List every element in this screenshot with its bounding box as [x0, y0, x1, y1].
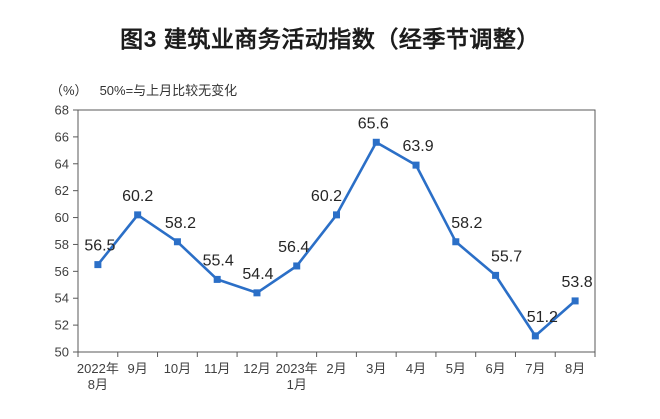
x-tick-label: 9月: [128, 361, 148, 376]
x-tick-label: 8月: [565, 361, 585, 376]
data-point-marker: [134, 211, 142, 219]
x-tick-label: 2月: [326, 361, 346, 376]
data-point-marker: [173, 238, 181, 246]
x-tick-label-line2: 1月: [287, 377, 307, 392]
data-label: 51.2: [527, 309, 558, 326]
x-tick-label-line2: 8月: [88, 377, 108, 392]
data-point-marker: [531, 332, 539, 340]
data-point-marker: [253, 289, 261, 297]
data-point-marker: [412, 161, 420, 169]
x-tick-label: 5月: [446, 361, 466, 376]
x-tick-label: 6月: [485, 361, 505, 376]
x-tick-label: 7月: [525, 361, 545, 376]
chart-note: 50%=与上月比较无变化: [99, 83, 238, 98]
y-tick-label: 54: [55, 291, 69, 306]
x-tick-label: 4月: [406, 361, 426, 376]
x-tick-label: 10月: [164, 361, 191, 376]
chart-note-row: （%） 50%=与上月比较无变化: [50, 80, 237, 99]
y-tick-label: 58: [55, 237, 69, 252]
x-tick-label: 2023年: [276, 361, 318, 376]
data-point-marker: [492, 271, 500, 279]
data-point-marker: [333, 211, 340, 219]
data-label: 58.2: [165, 215, 196, 232]
y-tick-label: 68: [55, 103, 69, 118]
data-label: 65.6: [358, 115, 389, 132]
data-point-marker: [372, 138, 380, 146]
y-axis-unit-label: （%）: [50, 83, 88, 98]
data-label: 54.4: [242, 266, 273, 283]
data-label: 56.4: [278, 239, 309, 256]
x-tick-label: 3月: [366, 361, 386, 376]
y-tick-label: 66: [55, 129, 69, 144]
data-label: 56.5: [84, 238, 115, 255]
data-label: 60.2: [122, 188, 153, 205]
data-label: 60.2: [311, 188, 342, 205]
chart-title: 图3 建筑业商务活动指数（经季节调整）: [120, 26, 540, 52]
data-point-marker: [94, 261, 102, 269]
y-axis: 50 52 54 56 58 60 62 64 66 68: [55, 103, 78, 360]
y-tick-label: 64: [55, 156, 69, 171]
y-tick-label: 56: [55, 264, 69, 279]
y-tick-label: 60: [55, 210, 69, 225]
x-tick-label: 2022年: [77, 361, 119, 376]
data-point-marker: [213, 275, 221, 283]
data-label: 63.9: [402, 138, 433, 155]
data-points: [94, 138, 579, 340]
data-label: 53.8: [562, 274, 593, 291]
data-point-marker: [571, 297, 579, 305]
data-label: 58.2: [451, 215, 482, 232]
y-tick-label: 62: [55, 183, 69, 198]
data-label: 55.7: [491, 248, 522, 265]
x-tick-label: 11月: [204, 361, 231, 376]
series-line: [96, 141, 577, 338]
data-labels: 56.5 60.2 58.2 55.4 54.4 56.4 60.2 65.6 63.9 58.2…: [84, 115, 592, 326]
data-point-marker: [452, 238, 460, 246]
y-tick-label: 52: [55, 318, 69, 333]
x-tick-label: 12月: [243, 361, 270, 376]
y-tick-label: 50: [55, 345, 69, 360]
data-point-marker: [293, 262, 301, 270]
data-label: 55.4: [203, 252, 234, 269]
plot-border: [77, 109, 596, 353]
